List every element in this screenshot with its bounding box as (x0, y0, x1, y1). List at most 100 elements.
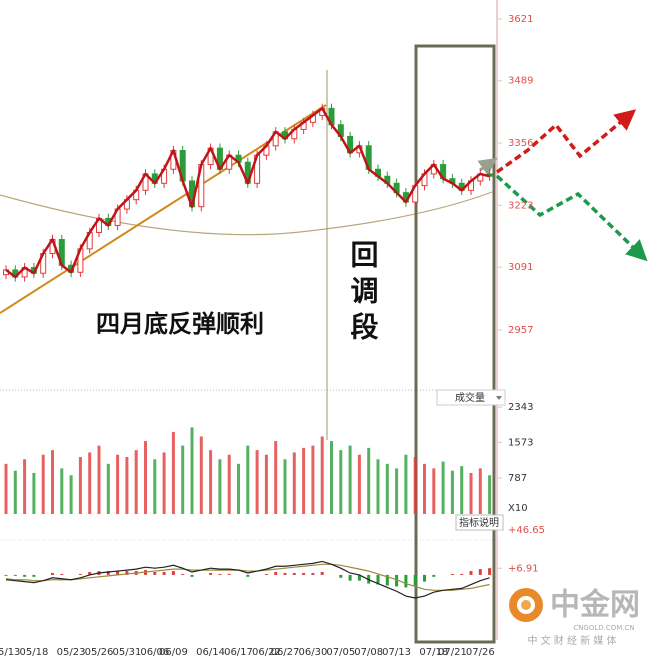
volume-bar (423, 463, 426, 514)
macd-bar (469, 571, 473, 575)
macd-bar (23, 574, 27, 577)
dropdown-icon (496, 396, 502, 400)
macd-bar (181, 573, 185, 575)
volume-bar (190, 427, 194, 514)
y-tick-label: +6.91 (508, 563, 539, 574)
volume-bar (320, 436, 324, 514)
volume-bar (357, 454, 361, 514)
volume-bar (69, 475, 73, 514)
macd-bar (153, 572, 157, 575)
volume-bar (60, 468, 64, 514)
x-tick-label: 06/22 (252, 647, 281, 658)
logo-icon (521, 600, 531, 610)
x-tick-label: 05/26 (85, 647, 114, 658)
macd-bar (385, 574, 389, 586)
volume-bar (153, 459, 157, 514)
macd-bar (460, 573, 464, 575)
macd-bar (246, 574, 250, 577)
macd-bar (413, 574, 417, 587)
macd-bar (171, 571, 175, 575)
projection-up (495, 109, 637, 174)
macd-bar (488, 568, 492, 575)
macd-bar (227, 573, 231, 575)
volume-bar (311, 445, 315, 514)
macd-bar (162, 572, 166, 575)
volume-bar (51, 450, 54, 514)
volume-bar (218, 459, 222, 514)
volume-bar (97, 445, 101, 514)
y-tick-label: 3356 (508, 138, 533, 149)
volume-bar (404, 454, 408, 514)
macd-bar (395, 574, 399, 587)
macd-bar (218, 573, 222, 575)
volume-bar (227, 454, 231, 514)
y-tick-label: 2957 (508, 325, 533, 336)
volume-bar (116, 454, 120, 514)
volume-bar (144, 441, 147, 514)
macd-bar (432, 574, 436, 577)
macd-bar (88, 572, 92, 575)
annotation: 回调段 (347, 240, 380, 348)
y-tick-label: 1573 (508, 437, 533, 448)
x-tick-label: 07/21 (438, 647, 467, 658)
volume-bar (367, 447, 371, 514)
volume-bar (302, 447, 306, 514)
y-tick-label: 787 (508, 473, 527, 484)
highlight-box (414, 44, 496, 644)
volume-bar (460, 466, 464, 514)
volume-bar (88, 452, 92, 514)
volume-bar (181, 445, 185, 514)
x-tick-label: 05/18 (19, 647, 48, 658)
volume-bar (32, 472, 36, 514)
volume-unit: X10 (508, 503, 528, 514)
volume-bar (106, 463, 110, 514)
volume-bar (23, 459, 27, 514)
dea-line (5, 563, 490, 591)
macd-bar (190, 574, 194, 577)
volume-bar (469, 472, 473, 514)
x-tick-label: 06/06 (140, 647, 169, 658)
y-tick-label: 3489 (508, 76, 533, 87)
y-tick-label: 2343 (508, 402, 533, 413)
volume-selector[interactable] (436, 389, 506, 406)
volume-bar (134, 450, 138, 514)
macd-bar (348, 574, 352, 581)
volume-bar (78, 457, 82, 514)
macd-bar (78, 573, 82, 575)
volume-bar (330, 441, 333, 514)
macd-bar (311, 572, 315, 575)
macd-bar (4, 574, 8, 576)
macd-bar (51, 572, 54, 575)
volume-bar (4, 463, 8, 514)
logo-tagline: 中 文 财 经 新 媒 体 (527, 634, 616, 647)
y-tick-label: 3621 (508, 14, 533, 25)
x-tick-label: 07/13 (382, 647, 411, 658)
logo-url: CNGOLD.COM.CN (573, 624, 634, 632)
volume-bar (339, 450, 343, 514)
volume-bar (264, 454, 268, 514)
macd-bar (209, 572, 213, 575)
x-tick-label: 06/14 (196, 647, 225, 658)
volume-bar (199, 436, 203, 514)
logo-name: 中金网 (550, 588, 640, 623)
volume-bar (274, 441, 278, 514)
macd-bar (106, 571, 110, 575)
macd-bar (404, 574, 408, 588)
x-tick-label: 07/08 (354, 647, 383, 658)
y-tick-label: +46.65 (508, 525, 545, 536)
macd-bar (292, 572, 296, 575)
volume-bar (237, 463, 240, 514)
macd-bar (60, 573, 64, 575)
indicator-button[interactable] (455, 514, 504, 531)
volume-bar (13, 470, 17, 514)
volume-bar (441, 461, 445, 514)
volume-bar (209, 450, 213, 514)
macd-bar (125, 571, 129, 575)
y-tick-label: 3091 (508, 262, 533, 273)
volume-bar (125, 457, 129, 514)
macd-bar (264, 573, 268, 575)
volume-bar (478, 468, 482, 514)
volume-bar (395, 468, 399, 514)
